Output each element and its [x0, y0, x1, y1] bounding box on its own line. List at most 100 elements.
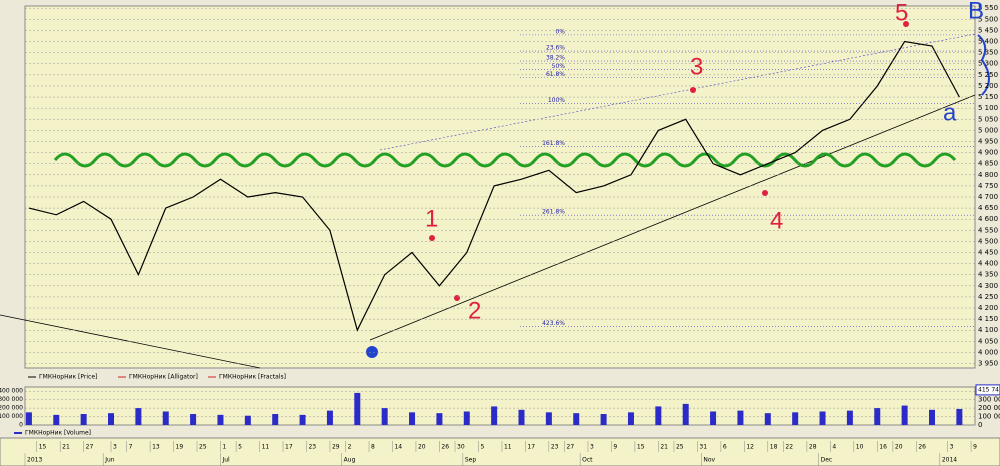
marker-dot [762, 190, 768, 196]
volume-bar [326, 410, 333, 425]
y-tick-label: 4 900 [978, 149, 998, 157]
y-tick-label: 400 000 [0, 388, 23, 395]
volume-bar [874, 408, 881, 425]
y-tick-label: 5 400 [978, 38, 998, 46]
x-tick-label: 11 [262, 444, 270, 451]
fib-label: 61.8% [546, 71, 565, 78]
x-tick-label: 3 [590, 444, 594, 451]
x-tick-label: 27 [567, 444, 575, 451]
y-tick-label: 5 200 [978, 82, 998, 90]
volume-bar [518, 409, 525, 425]
volume-bar [135, 408, 142, 425]
x-tick-label: 5 [480, 444, 484, 451]
x-tick-label: 8 [371, 444, 375, 451]
x-tick-label: 15 [39, 444, 47, 451]
last-value-label: 415 745 [978, 386, 1000, 393]
y-tick-label: 200 000 [978, 404, 1000, 412]
x-tick-label: 30 [457, 444, 465, 451]
volume-bar [436, 413, 443, 425]
y-tick-label: 4 050 [978, 337, 998, 345]
x-tick-label: 17 [285, 444, 293, 451]
x-tick-label: 26 [918, 444, 926, 451]
x-tick-label: 31 [699, 444, 707, 451]
y-tick-label: 200 000 [0, 405, 23, 412]
y-tick-label: 5 500 [978, 15, 998, 23]
y-tick-label: 4 950 [978, 137, 998, 145]
legend-entry: ГМКНорНик [Alligator] [129, 374, 198, 381]
annotation: 2 [468, 297, 481, 324]
y-tick-label: 5 150 [978, 93, 998, 101]
y-tick-label: 4 500 [978, 237, 998, 245]
x-tick-label: 18 [770, 444, 778, 451]
month-label: Aug [344, 457, 356, 464]
y-tick-label: 4 600 [978, 215, 998, 223]
y-tick-label: 300 000 [978, 396, 1000, 404]
y-tick-label: 5 300 [978, 60, 998, 68]
volume-bar [792, 412, 799, 425]
legend-entry: ГМКНорНик [Fractals] [219, 374, 286, 381]
marker-dot [366, 346, 378, 358]
volume-bar [491, 406, 498, 425]
x-tick-label: 27 [86, 444, 94, 451]
x-tick-label: 19 [176, 444, 184, 451]
x-tick-label: 28 [809, 444, 817, 451]
annotation: a [943, 99, 957, 126]
month-label: 2014 [942, 457, 957, 464]
volume-bar [217, 414, 224, 425]
x-tick-label: 4 [832, 444, 836, 451]
x-tick-label: 29 [332, 444, 340, 451]
fib-label: 50% [552, 63, 566, 70]
x-tick-label: 5 [238, 444, 242, 451]
volume-panel [24, 386, 976, 426]
volume-bar [600, 414, 607, 425]
annotation: B [968, 0, 984, 24]
y-tick-label: 4 100 [978, 326, 998, 334]
volume-bar [162, 411, 169, 425]
y-tick-label: 4 300 [978, 282, 998, 290]
x-tick-label: 7 [129, 444, 133, 451]
month-label: Jun [104, 457, 115, 464]
volume-bar [108, 413, 115, 425]
volume-bar [299, 414, 306, 425]
x-tick-label: 9 [973, 444, 977, 451]
legend-entry: ГМКНорНик [Volume] [25, 430, 91, 437]
x-tick-label: 13 [152, 444, 160, 451]
x-tick-label: 3 [950, 444, 954, 451]
y-tick-label: 5 050 [978, 115, 998, 123]
volume-bar [928, 409, 935, 425]
y-tick-label: 4 150 [978, 315, 998, 323]
price-panel [24, 5, 976, 369]
y-tick-label: 4 800 [978, 171, 998, 179]
x-tick-label: 25 [676, 444, 684, 451]
volume-bar [409, 412, 416, 425]
drawings [0, 21, 990, 369]
marker-dot [903, 21, 909, 27]
volume-bar [956, 408, 963, 425]
legend-entry: ГМКНорНик [Price] [39, 374, 97, 381]
y-tick-label: 5 250 [978, 71, 998, 79]
x-tick-label: 20 [418, 444, 426, 451]
volume-bar [190, 414, 197, 425]
month-label: Dec [821, 457, 833, 464]
x-tick-label: 20 [895, 444, 903, 451]
y-tick-label: 4 450 [978, 249, 998, 257]
volume-bar [846, 410, 853, 425]
volume-bar [655, 406, 662, 425]
y-tick-label: 3 950 [978, 360, 998, 368]
y-tick-label: 5 450 [978, 26, 998, 34]
price-line [28, 40, 960, 332]
fib-label: 23.6% [546, 45, 565, 52]
volume-bar [354, 392, 361, 425]
x-tick-label: 26 [441, 444, 449, 451]
y-tick-label: 100 000 [978, 413, 1000, 421]
fib-label: 423.6% [542, 320, 565, 327]
y-tick-label: 0 [978, 421, 982, 429]
y-tick-label: 4 550 [978, 226, 998, 234]
x-tick-label: 6 [723, 444, 727, 451]
brace [977, 34, 990, 96]
x-tick-label: 23 [551, 444, 559, 451]
volume-bar [545, 412, 552, 425]
volume-bar [272, 414, 279, 425]
